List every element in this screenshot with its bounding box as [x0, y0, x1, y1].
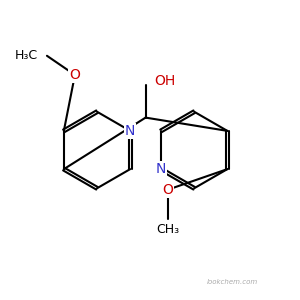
Text: O: O	[70, 68, 80, 82]
Text: H₃C: H₃C	[15, 49, 38, 62]
Text: N: N	[156, 162, 166, 176]
Text: CH₃: CH₃	[156, 223, 179, 236]
Text: lookchem.com: lookchem.com	[207, 280, 258, 286]
Text: OH: OH	[154, 74, 176, 88]
Text: O: O	[162, 183, 173, 197]
Text: N: N	[125, 124, 135, 138]
